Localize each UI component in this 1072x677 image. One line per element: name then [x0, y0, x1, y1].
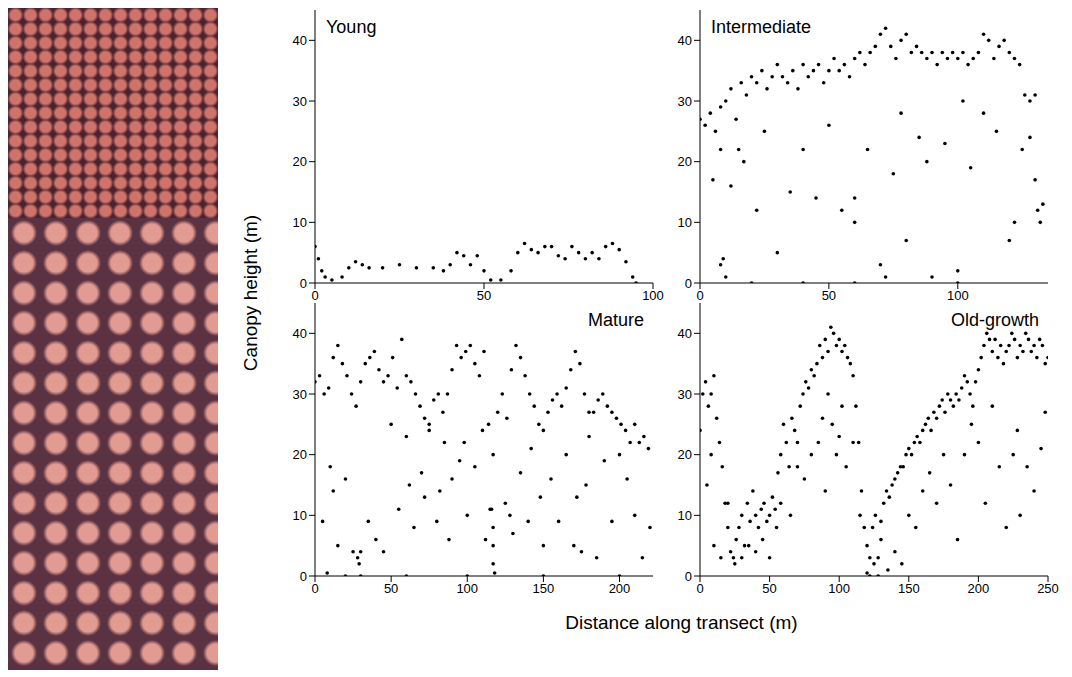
svg-text:20: 20: [678, 154, 692, 169]
html-text:Mature: Mature: [588, 310, 644, 330]
svg-text:50: 50: [822, 288, 836, 303]
svg-text:0: 0: [300, 569, 307, 584]
svg-text:40: 40: [293, 326, 307, 341]
svg-text:150: 150: [898, 581, 920, 596]
svg-text:10: 10: [293, 215, 307, 230]
svg-text:200: 200: [968, 581, 990, 596]
svg-text:40: 40: [293, 33, 307, 48]
svg-text:50: 50: [384, 581, 398, 596]
svg-text:20: 20: [293, 154, 307, 169]
svg-text:30: 30: [678, 387, 692, 402]
svg-text:40: 40: [678, 326, 692, 341]
svg-text:0: 0: [685, 569, 692, 584]
svg-text:30: 30: [293, 94, 307, 109]
svg-text:Canopy height (m): Canopy height (m): [240, 215, 261, 371]
svg-text:0: 0: [311, 581, 318, 596]
svg-text:0: 0: [696, 581, 703, 596]
svg-text:0: 0: [696, 288, 703, 303]
svg-text:20: 20: [678, 447, 692, 462]
svg-text:30: 30: [678, 94, 692, 109]
svg-text:0: 0: [311, 288, 318, 303]
svg-text:200: 200: [609, 581, 631, 596]
html-text:Old-growth: Old-growth: [951, 310, 1039, 330]
svg-text:10: 10: [678, 215, 692, 230]
svg-text:100: 100: [456, 581, 478, 596]
html-text:Intermediate: Intermediate: [711, 17, 812, 37]
svg-text:40: 40: [678, 33, 692, 48]
html-text:Distance along transect (m): Distance along transect (m): [565, 612, 798, 633]
svg-text:100: 100: [642, 288, 664, 303]
svg-text:100: 100: [828, 581, 850, 596]
html-text:Young: Young: [326, 17, 377, 37]
svg-text:10: 10: [678, 508, 692, 523]
svg-text:50: 50: [477, 288, 491, 303]
svg-text:10: 10: [293, 508, 307, 523]
svg-text:150: 150: [533, 581, 555, 596]
svg-text:50: 50: [762, 581, 776, 596]
svg-text:100: 100: [947, 288, 969, 303]
svg-text:0: 0: [685, 276, 692, 291]
svg-text:20: 20: [293, 447, 307, 462]
svg-text:250: 250: [1037, 581, 1059, 596]
svg-text:0: 0: [300, 276, 307, 291]
svg-text:30: 30: [293, 387, 307, 402]
